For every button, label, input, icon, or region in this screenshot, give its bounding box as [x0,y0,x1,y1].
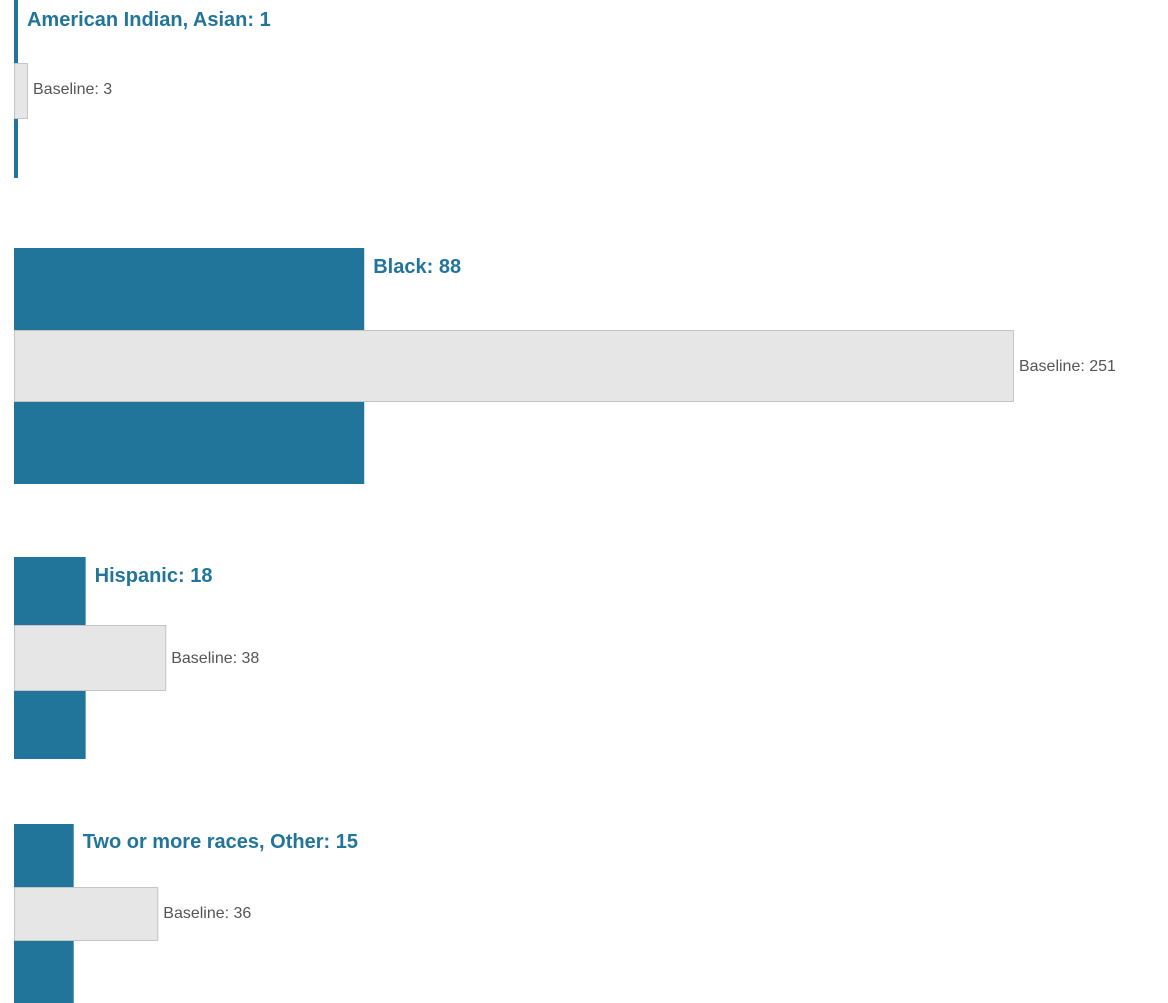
baseline-bar-hispanic [14,625,167,691]
baseline-label-black: Baseline: 251 [1019,358,1116,375]
baseline-label-two-or-more-races-other: Baseline: 36 [163,905,251,922]
baseline-label-hispanic: Baseline: 38 [171,650,259,667]
label-american-indian-asian: American Indian, Asian: 1 [27,9,271,31]
baseline-bar-american-indian-asian [14,63,28,119]
baseline-bar-black [14,330,1014,402]
label-two-or-more-races-other: Two or more races, Other: 15 [83,831,358,853]
label-black: Black: 88 [373,256,461,278]
label-hispanic: Hispanic: 18 [95,565,213,587]
baseline-label-american-indian-asian: Baseline: 3 [33,81,112,98]
baseline-bar-two-or-more-races-other [14,887,159,941]
